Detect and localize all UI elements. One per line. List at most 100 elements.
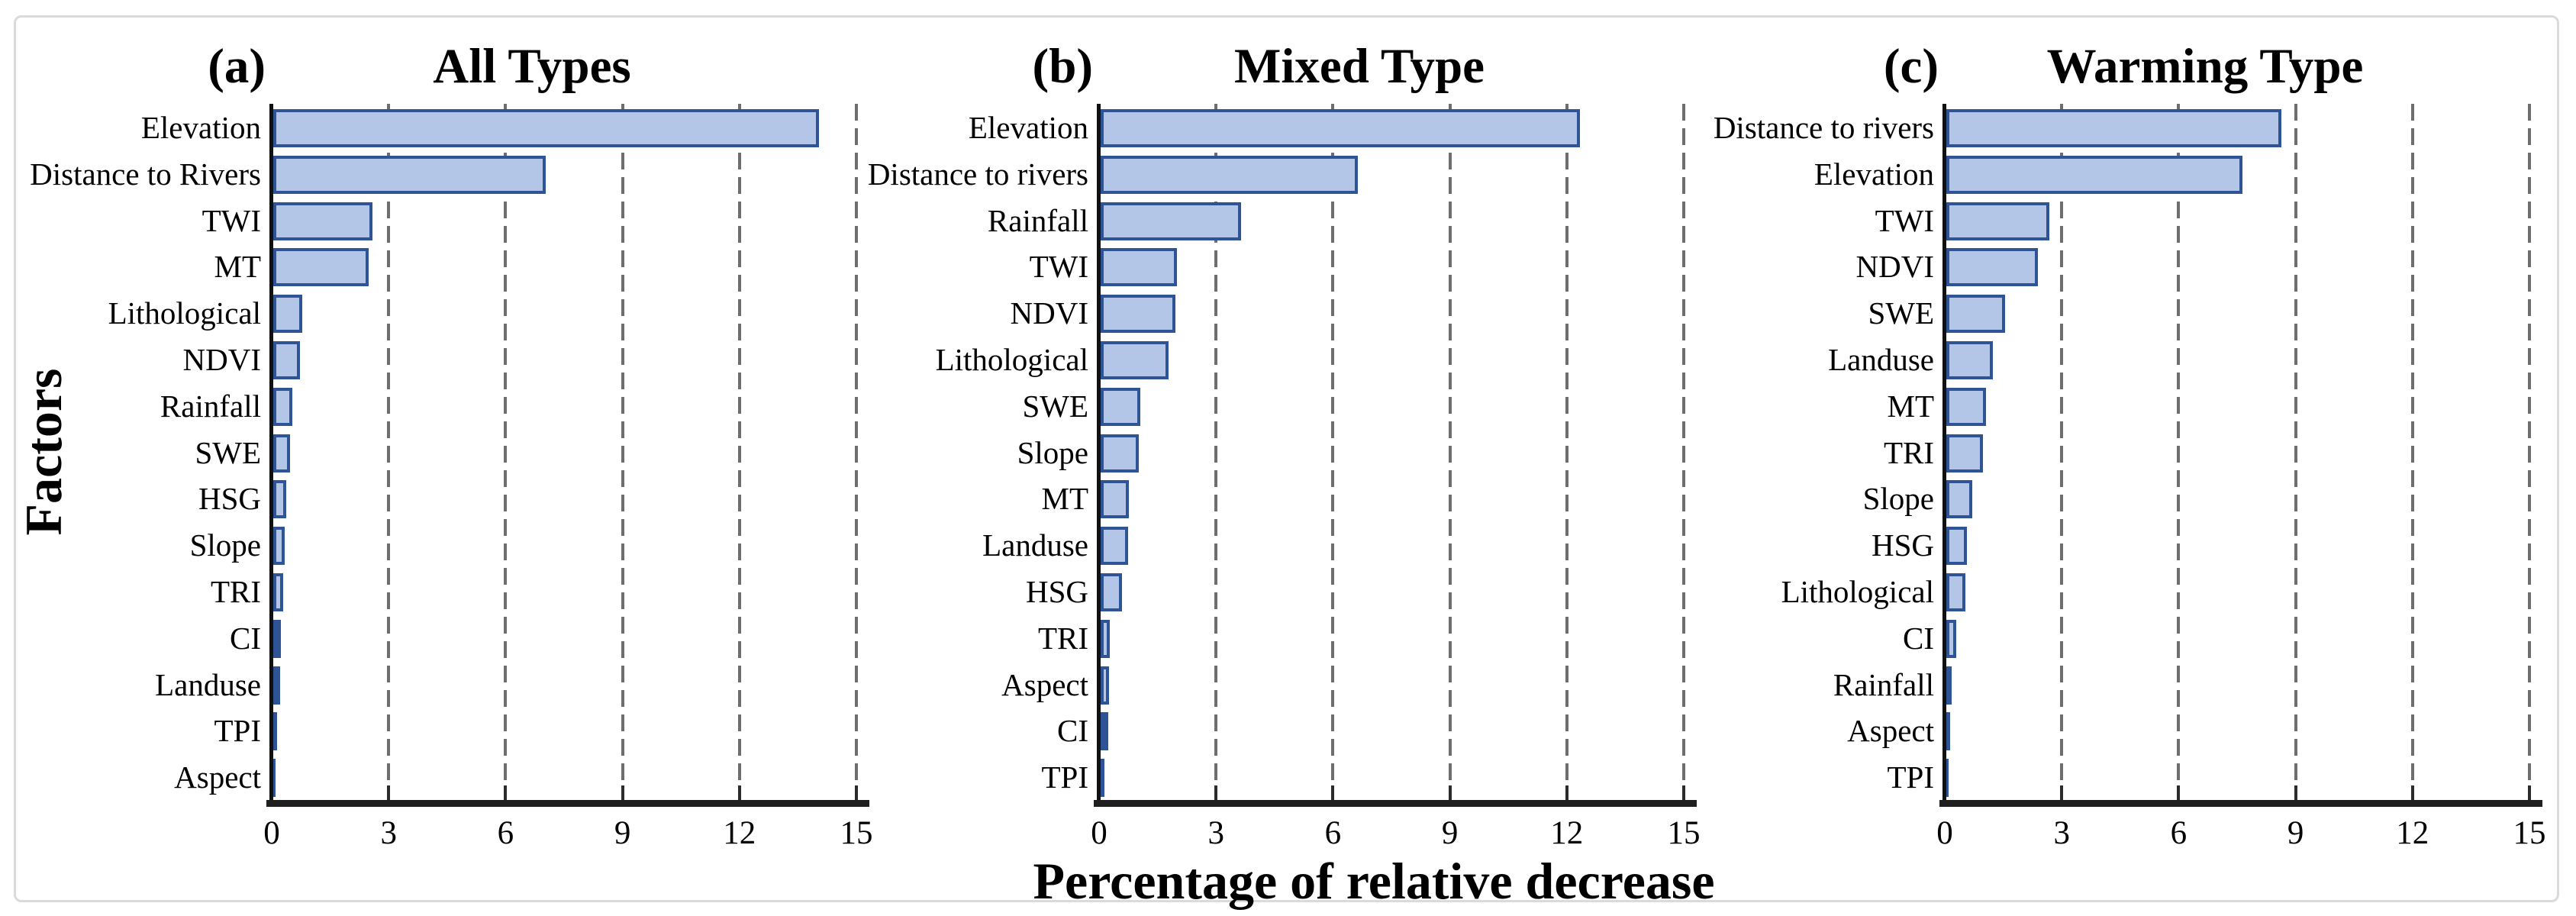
bar-swe (1946, 295, 2005, 334)
category-label-mt: MT (1041, 481, 1089, 517)
tick-label-15: 15 (840, 815, 873, 851)
category-label-slope: Slope (1862, 481, 1934, 517)
category-label-landuse: Landuse (1828, 342, 1934, 377)
category-label-ci: CI (1057, 713, 1088, 749)
bar-rainfall (1101, 202, 1241, 240)
category-label-ci: CI (230, 620, 261, 656)
bar-distance-to-rivers (273, 155, 546, 194)
tick-mark-9 (1448, 785, 1452, 800)
category-label-rainfall: Rainfall (1833, 666, 1934, 702)
bar-slope (273, 527, 285, 566)
bar-swe (273, 434, 290, 473)
category-label-tpi: TPI (1887, 760, 1935, 795)
tick-label-12: 12 (723, 815, 756, 851)
gridline-6 (2177, 104, 2181, 800)
category-label-twi: TWI (1029, 249, 1088, 285)
bar-mt (1946, 387, 1986, 426)
panel-title: All Types (433, 39, 631, 94)
tick-label-9: 9 (614, 815, 631, 851)
bar-mt (273, 248, 369, 287)
bar-tpi (273, 712, 277, 751)
panel-letter: (b) (1032, 39, 1093, 94)
category-label-tri: TRI (210, 574, 261, 609)
category-label-landuse: Landuse (155, 666, 261, 702)
bar-slope (1946, 480, 1972, 519)
category-label-swe: SWE (195, 434, 261, 470)
category-label-ndvi: NDVI (182, 342, 261, 377)
bar-tpi (1946, 759, 1949, 798)
bar-landuse (1946, 341, 1993, 379)
category-label-aspect: Aspect (1847, 713, 1934, 749)
bar-hsg (1946, 527, 1967, 566)
bar-rainfall (1946, 666, 1952, 705)
category-label-tpi: TPI (1041, 760, 1089, 795)
category-label-twi: TWI (202, 202, 261, 238)
tick-label-12: 12 (2396, 815, 2429, 851)
figure-frame (14, 15, 2559, 902)
bar-tpi (1101, 759, 1104, 798)
bar-ndvi (1101, 295, 1175, 334)
category-label-slope: Slope (189, 527, 261, 563)
category-label-tpi: TPI (214, 713, 262, 749)
tick-mark-3 (1214, 785, 1218, 800)
gridline-6 (504, 104, 508, 800)
category-label-lithological: Lithological (935, 342, 1088, 377)
gridline-12 (1565, 104, 1568, 800)
category-label-aspect: Aspect (174, 760, 261, 795)
tick-label-6: 6 (1324, 815, 1342, 851)
tick-mark-3 (2060, 785, 2064, 800)
x-axis-line (1939, 800, 2542, 807)
gridline-6 (1331, 104, 1335, 800)
bar-twi (1101, 248, 1177, 287)
tick-label-0: 0 (1091, 815, 1107, 851)
bar-hsg (1101, 573, 1122, 611)
category-label-hsg: HSG (198, 481, 261, 517)
panel-title: Warming Type (2046, 39, 2364, 94)
tick-label-12: 12 (1550, 815, 1584, 851)
gridline-3 (387, 104, 391, 800)
category-label-distance-to-rivers: Distance to rivers (1713, 110, 1934, 145)
category-label-tri: TRI (1883, 434, 1934, 470)
category-label-hsg: HSG (1025, 574, 1088, 609)
category-label-ci: CI (1903, 620, 1934, 656)
tick-mark-6 (504, 785, 508, 800)
tick-mark-12 (1565, 785, 1568, 800)
tick-mark-15 (2528, 785, 2531, 800)
gridline-15 (1682, 104, 1685, 800)
tick-mark-3 (387, 785, 391, 800)
bar-landuse (273, 666, 280, 705)
category-label-elevation: Elevation (1814, 156, 1934, 192)
category-label-ndvi: NDVI (1010, 295, 1088, 331)
category-label-rainfall: Rainfall (160, 388, 261, 424)
category-label-tri: TRI (1037, 620, 1088, 656)
category-label-lithological: Lithological (1781, 574, 1934, 609)
category-label-hsg: HSG (1871, 527, 1934, 563)
bar-ci (1101, 712, 1108, 751)
panel-letter: (c) (1883, 39, 1939, 94)
tick-mark-9 (2294, 785, 2297, 800)
bar-distance-to-rivers (1101, 155, 1358, 194)
category-label-swe: SWE (1022, 388, 1088, 424)
category-label-ndvi: NDVI (1855, 249, 1934, 285)
x-axis-line (266, 800, 869, 807)
bar-mt (1101, 480, 1129, 519)
bar-lithological (1946, 573, 1965, 611)
panel-letter: (a) (208, 39, 266, 94)
tick-mark-9 (621, 785, 624, 800)
gridline-12 (737, 104, 741, 800)
bar-rainfall (273, 387, 292, 426)
gridline-9 (1448, 104, 1452, 800)
tick-label-6: 6 (497, 815, 514, 851)
gridline-3 (2060, 104, 2064, 800)
tick-mark-15 (1682, 785, 1685, 800)
bar-hsg (273, 480, 286, 519)
tick-label-3: 3 (380, 815, 397, 851)
gridline-9 (2294, 104, 2297, 800)
x-axis-line (1094, 800, 1697, 807)
bar-slope (1101, 434, 1139, 473)
bar-elevation (1946, 155, 2242, 194)
category-label-rainfall: Rainfall (987, 202, 1088, 238)
bar-twi (1946, 202, 2049, 240)
gridline-9 (621, 104, 624, 800)
